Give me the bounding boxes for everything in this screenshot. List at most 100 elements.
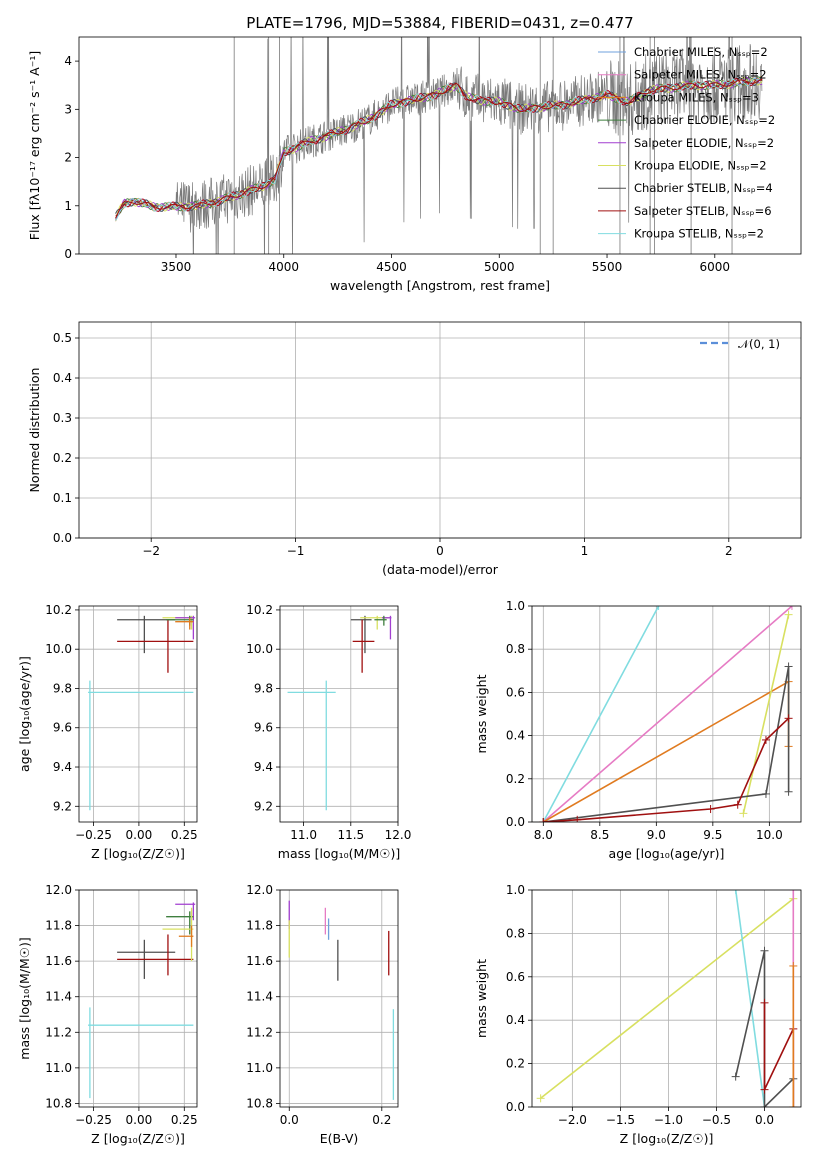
spectrum-xtick-label: 5500 (592, 260, 623, 274)
age-z-xtick-label: 0.25 (171, 828, 198, 842)
mass-z-ytick-label: 11.2 (45, 1025, 72, 1039)
residual-histogram-panel: −2 −1 0 1 2 0.0 0.1 0.2 0.3 0.4 0.5 (data-model)/er… (27, 321, 819, 577)
residual-hist-salpeter-elodie (79, 358, 819, 539)
weight-z-ytick-label: 0.0 (506, 1100, 525, 1114)
residual-ytick-label: 0.1 (53, 491, 72, 505)
age-z-ytick-label: 10.2 (45, 603, 72, 617)
age-z-xtick-label: −0.25 (75, 828, 112, 842)
spectrum-plot-area (115, 37, 763, 254)
weight-age-xtick-label: 8.5 (590, 828, 609, 842)
mass-z-frame (78, 889, 198, 1108)
residual-ytick-label: 0.5 (53, 331, 72, 345)
weight-z-ylabel: mass weight (474, 959, 489, 1038)
mass-ebv-ytick-label: 11.2 (246, 1025, 273, 1039)
spectrum-model-salpeter-elodie (115, 76, 763, 220)
weight-z-line-salpeter-stelib (763, 1002, 795, 1107)
mass-z-xtick-label: 0.25 (171, 1113, 198, 1127)
residual-hist-chabrier-stelib (79, 351, 819, 538)
spectrum-ytick-label: 1 (64, 199, 72, 213)
age-z-ytick-label: 9.6 (53, 721, 72, 735)
residual-frame (78, 321, 802, 539)
weight-age-line-salpeter-miles (542, 606, 793, 822)
spectrum-xlabel: wavelength [Angstrom, rest frame] (330, 278, 550, 293)
age-z-ylabel: age [log₁₀(age/yr)] (17, 656, 32, 772)
spectrum-ylabel: Flux [fλ10⁻¹⁷ erg cm⁻² s⁻¹ A⁻¹] (27, 51, 42, 240)
mass-ebv-ytick-label: 11.6 (246, 954, 273, 968)
weight-z-ytick-label: 1.0 (506, 883, 525, 897)
residual-hist-salpeter-stelib (79, 364, 819, 538)
residual-hist-kroupa-miles (79, 360, 819, 538)
weight-age-ytick-label: 0.0 (506, 815, 525, 829)
spectrum-legend-label-4: Salpeter ELODIE, Nₛₛₚ=2 (634, 136, 774, 150)
mass-z-xtick-label: 0.00 (126, 1113, 153, 1127)
figure-title: PLATE=1796, MJD=53884, FIBERID=0431, z=0… (246, 14, 633, 32)
spectrum-legend-label-7: Salpeter STELIB, Nₛₛₚ=6 (634, 204, 772, 218)
residual-xtick-label: 0 (436, 544, 444, 558)
mass-z-xlabel: Z [log₁₀(Z/Z☉)] (91, 1131, 185, 1146)
mass-ebv-ytick-label: 11.8 (246, 919, 273, 933)
spectrum-legend-label-5: Kroupa ELODIE, Nₛₛₚ=2 (634, 159, 767, 173)
spectrum-legend-label-6: Chabrier STELIB, Nₛₛₚ=4 (634, 181, 773, 195)
age-vs-mass-panel: 11.0 11.5 12.0 9.2 9.4 9.6 9.8 10.0 10.2 mass [lo… (246, 603, 411, 861)
mass-ebv-frame (279, 889, 399, 1108)
residual-ytick-label: 0.3 (53, 411, 72, 425)
residual-xtick-label: −1 (287, 544, 305, 558)
weight-age-ytick-label: 0.8 (506, 642, 525, 656)
weight-age-line-chabrier-stelib (543, 666, 790, 822)
weight-z-xlabel: Z [log₁₀(Z/Z☉)] (620, 1131, 714, 1146)
mass-ebv-xtick-label: 0.2 (372, 1113, 391, 1127)
spectrum-model-chabrier-stelib (115, 77, 763, 214)
residual-hist-kroupa-elodie (79, 357, 819, 538)
age-mass-ytick-label: 9.8 (254, 681, 273, 695)
spectrum-xtick-label: 4500 (376, 260, 407, 274)
mass-vs-metallicity-panel: −0.25 0.00 0.25 10.8 11.0 11.2 11.4 11.6 11.8 12.… (17, 883, 198, 1146)
weight-age-xtick-label: 9.5 (703, 828, 722, 842)
mass-z-ylabel: mass [log₁₀(M/M☉)] (17, 937, 32, 1059)
weight-z-plot-area (536, 890, 798, 1107)
age-z-ytick-label: 10.0 (45, 642, 72, 656)
mass-z-ytick-label: 11.8 (45, 919, 72, 933)
age-mass-xtick-label: 11.5 (337, 828, 364, 842)
mass-ebv-ytick-label: 10.8 (246, 1096, 273, 1110)
age-mass-ytick-label: 10.2 (246, 603, 273, 617)
age-z-xtick-label: 0.00 (126, 828, 153, 842)
spectrum-xtick-label: 4000 (268, 260, 299, 274)
mass-z-xtick-label: −0.25 (75, 1113, 112, 1127)
weight-age-frame (531, 605, 802, 823)
weight-age-ytick-label: 0.2 (506, 772, 525, 786)
spectrum-panel: 3500 4000 4500 5000 5500 6000 0 1 2 3 4 wavelength … (27, 36, 802, 293)
spectrum-legend-label-2: Kroupa MILES, Nₛₛₚ=3 (634, 90, 759, 104)
mass-z-ytick-label: 11.0 (45, 1061, 72, 1075)
residual-hist-kroupa-stelib (79, 360, 819, 538)
spectrum-legend-label-0: Chabrier MILES, Nₛₛₚ=2 (634, 45, 768, 59)
age-z-xlabel: Z [log₁₀(Z/Z☉)] (91, 846, 185, 861)
mass-ebv-ytick-label: 12.0 (246, 883, 273, 897)
residual-ytick-label: 0.2 (53, 451, 72, 465)
weight-age-ytick-label: 0.6 (506, 685, 525, 699)
residual-hist-chabrier-miles (79, 354, 819, 538)
spectrum-model-top (115, 78, 763, 219)
residual-legend-label: 𝒩(0, 1) (738, 337, 780, 351)
spectrum-legend-label-1: Salpeter MILES, Nₛₛₚ=2 (634, 68, 767, 82)
mass-vs-ebv-panel: 0.0 0.2 10.8 11.0 11.2 11.4 11.6 11.8 12.0 E(B-V) (246, 883, 399, 1146)
mass-z-ytick-label: 11.4 (45, 990, 72, 1004)
weight-z-ytick-label: 0.2 (506, 1057, 525, 1071)
spectrum-ytick-label: 2 (64, 151, 72, 165)
weight-age-line-kroupa-elodie (742, 614, 790, 814)
spectrum-ytick-label: 3 (64, 102, 72, 116)
spectrum-xtick-label: 3500 (161, 260, 192, 274)
weight-age-plot-area (539, 606, 796, 822)
weight-age-ytick-label: 1.0 (506, 599, 525, 613)
mass-ebv-ytick-label: 11.0 (246, 1061, 273, 1075)
weight-age-xlabel: age [log₁₀(age/yr)] (609, 846, 725, 861)
age-mass-ytick-label: 9.4 (254, 760, 273, 774)
spectrum-frame (78, 36, 802, 255)
weight-z-ytick-label: 0.4 (506, 1013, 525, 1027)
spectrum-ytick-label: 0 (64, 247, 72, 261)
residual-xtick-label: −2 (142, 544, 160, 558)
weight-z-xtick-label: −0.5 (702, 1113, 731, 1127)
age-z-ytick-label: 9.2 (53, 799, 72, 813)
mass-z-ytick-label: 11.6 (45, 954, 72, 968)
residual-ytick-label: 0.0 (53, 531, 72, 545)
